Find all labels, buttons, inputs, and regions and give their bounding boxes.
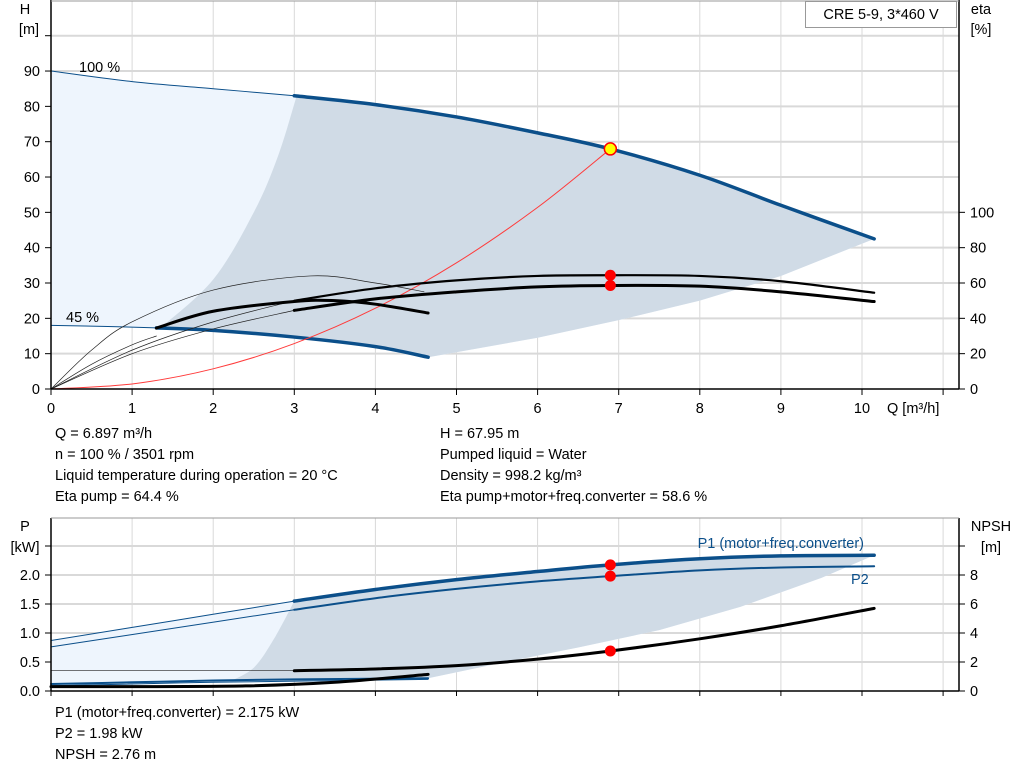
tick-label: 8 — [696, 401, 704, 417]
duty-point-eta-total — [604, 279, 616, 291]
curve-eta-pump-45 — [154, 298, 430, 330]
curve-p1-ext — [50, 600, 295, 642]
curve-eta-total-100-ext — [50, 310, 295, 390]
tick-label: 10 — [24, 347, 40, 363]
info-eta-total: Eta pump+motor+freq.converter = 58.6 % — [440, 489, 708, 505]
curve-eta-pump-45-ext — [50, 275, 425, 390]
tick-label: 80 — [970, 241, 986, 257]
curve-h45-ext — [50, 324, 157, 329]
curve-npsh-45 — [49, 672, 430, 689]
eta-axis-label: eta — [971, 2, 992, 18]
tick-label: 0 — [32, 382, 40, 398]
tick-labels: 0 1 2 3 4 5 6 7 8 9 100102030405060708090020406080… — [20, 64, 994, 700]
tick-label: 5 — [452, 401, 460, 417]
curve-eta-pump-100-ext — [50, 300, 295, 390]
tick-label: 4 — [371, 401, 379, 417]
tick-label: 4 — [970, 626, 978, 642]
tick-label: 8 — [970, 568, 978, 584]
tick-label: 60 — [24, 170, 40, 186]
q-axis-label: Q [m³/h] — [887, 401, 939, 417]
tick-label: 50 — [24, 205, 40, 221]
h-axis-label: H — [20, 2, 30, 18]
label-45-percent: 45 % — [66, 310, 99, 326]
tick-label: 40 — [970, 311, 986, 327]
curve-eta-total-45-ext — [50, 335, 157, 390]
curve-p2 — [293, 565, 876, 611]
info-npsh: NPSH = 2.76 m — [55, 747, 157, 763]
tick-label: 0.5 — [20, 655, 40, 671]
tick-label: 6 — [534, 401, 542, 417]
curve-p1 — [292, 553, 876, 603]
tick-label: 60 — [970, 276, 986, 292]
label-100-percent: 100 % — [79, 60, 120, 76]
tick-label: 90 — [24, 64, 40, 80]
tick-label: 1.0 — [20, 626, 40, 642]
tick-label: 9 — [777, 401, 785, 417]
curve-p2-ext — [50, 609, 295, 648]
info-speed: n = 100 % / 3501 rpm — [55, 447, 195, 463]
model-label: CRE 5-9, 3*460 V — [805, 1, 957, 28]
curve-h100 — [292, 94, 876, 241]
curve-p1-45 — [50, 677, 430, 686]
curves — [49, 70, 876, 689]
tick-label: 0 — [47, 401, 55, 417]
tick-label: 2 — [209, 401, 217, 417]
info-p1: P1 (motor+freq.converter) = 2.175 kW — [55, 705, 300, 721]
tick-label: 6 — [970, 597, 978, 613]
duty-point-p2 — [604, 570, 616, 582]
legend-p1: P1 (motor+freq.converter) — [698, 536, 864, 552]
info-flow: Q = 6.897 m³/h — [55, 426, 153, 442]
tick-label: 3 — [290, 401, 298, 417]
top-info-right: H = 67.95 m Pumped liquid = Water Densit… — [440, 424, 707, 508]
h-axis-unit: [m] — [19, 22, 39, 38]
tick-label: 20 — [24, 311, 40, 327]
tick-label: 100 — [970, 205, 994, 221]
tick-label: 2.0 — [20, 568, 40, 584]
axes — [45, 0, 965, 696]
info-head: H = 67.95 m — [440, 426, 520, 442]
power-region-operating — [229, 555, 875, 682]
duty-point-eta-pump — [604, 269, 616, 281]
curve-eta-total-100 — [292, 283, 876, 312]
curve-h100-ext — [50, 70, 295, 97]
tick-label: 10 — [854, 401, 870, 417]
info-temperature: Liquid temperature during operation = 20… — [55, 468, 338, 484]
p-axis-unit: [kW] — [11, 540, 40, 556]
duty-points — [603, 142, 618, 657]
curve-npsh — [292, 606, 876, 673]
npsh-axis-label: NPSH — [971, 519, 1011, 535]
operating-regions — [51, 71, 875, 686]
region-operating — [156, 95, 875, 358]
tick-label: 0.0 — [20, 684, 40, 700]
tick-label: 1 — [128, 401, 136, 417]
tick-label: 80 — [24, 99, 40, 115]
tick-label: 0 — [970, 684, 978, 700]
curve-system — [50, 148, 611, 390]
top-info-left: Q = 6.897 m³/h n = 100 % / 3501 rpm Liqu… — [55, 424, 338, 508]
tick-label: 7 — [615, 401, 623, 417]
eta-axis-unit: [%] — [971, 22, 992, 38]
info-p2: P2 = 1.98 kW — [55, 726, 143, 742]
bottom-info: P1 (motor+freq.converter) = 2.175 kW P2 … — [55, 703, 299, 766]
info-liquid: Pumped liquid = Water — [440, 447, 587, 463]
tick-label: 30 — [24, 276, 40, 292]
legend-p2: P2 — [851, 572, 869, 588]
operating-point-head — [603, 142, 618, 156]
tick-label: 0 — [970, 382, 978, 398]
tick-label: 1.5 — [20, 597, 40, 613]
info-density: Density = 998.2 kg/m³ — [440, 468, 582, 484]
tick-label: 40 — [24, 241, 40, 257]
p-axis-label: P — [20, 519, 30, 535]
tick-label: 70 — [24, 135, 40, 151]
duty-point-npsh — [604, 645, 616, 657]
npsh-axis-unit: [m] — [981, 540, 1001, 556]
duty-point-p1 — [604, 559, 616, 571]
curve-eta-pump-100 — [293, 274, 876, 302]
tick-label: 2 — [970, 655, 978, 671]
tick-label: 20 — [970, 347, 986, 363]
info-eta-pump: Eta pump = 64.4 % — [55, 489, 179, 505]
curve-h45 — [154, 326, 430, 359]
